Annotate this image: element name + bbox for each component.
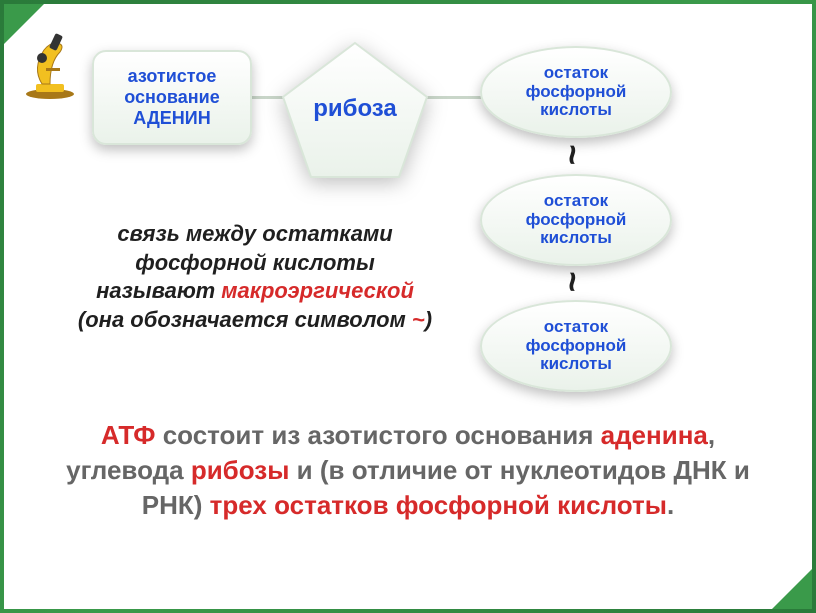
- phosphate3-line1: остаток: [526, 318, 627, 337]
- frame-corner-br: [768, 565, 816, 613]
- middle-l4a: (она обозначается символом: [78, 307, 412, 332]
- middle-l2: фосфорной кислоты: [135, 250, 374, 275]
- adenin-line2: основание: [124, 87, 219, 108]
- bottom-w2: аденина: [601, 420, 708, 450]
- tilde-bond-2: ~: [552, 270, 594, 291]
- adenin-node: азотистое основание АДЕНИН: [92, 50, 252, 145]
- middle-caption: связь между остатками фосфорной кислоты …: [40, 220, 470, 334]
- phosphate-node-3: остаток фосфорной кислоты: [480, 300, 672, 392]
- phosphate3-line3: кислоты: [526, 355, 627, 374]
- adenin-line1: азотистое: [128, 66, 217, 87]
- phosphate1-line1: остаток: [526, 64, 627, 83]
- middle-tilde: ~: [412, 307, 425, 332]
- phosphate1-line3: кислоты: [526, 101, 627, 120]
- microscope-icon: [22, 28, 78, 100]
- riboza-label: рибоза: [298, 95, 412, 123]
- bottom-t1: состоит из азотистого основания: [155, 420, 600, 450]
- phosphate2-line1: остаток: [526, 192, 627, 211]
- bottom-w3: рибозы: [191, 455, 290, 485]
- tilde-bond-1: ~: [552, 143, 594, 164]
- middle-keyword: макроэргической: [221, 278, 414, 303]
- phosphate1-line2: фосфорной: [526, 83, 627, 102]
- phosphate-node-2: остаток фосфорной кислоты: [480, 174, 672, 266]
- phosphate-node-1: остаток фосфорной кислоты: [480, 46, 672, 138]
- phosphate2-line3: кислоты: [526, 229, 627, 248]
- phosphate2-line2: фосфорной: [526, 211, 627, 230]
- middle-l3a: называют: [96, 278, 221, 303]
- bottom-t4: .: [667, 490, 674, 520]
- middle-l1: связь между остатками: [117, 221, 392, 246]
- bottom-w1: АТФ: [101, 420, 156, 450]
- middle-l4c: ): [425, 307, 432, 332]
- adenin-line3: АДЕНИН: [133, 108, 210, 129]
- bottom-caption: АТФ состоит из азотистого основания аден…: [40, 418, 776, 523]
- phosphate3-line2: фосфорной: [526, 337, 627, 356]
- bottom-w4: трех остатков фосфорной кислоты: [210, 490, 667, 520]
